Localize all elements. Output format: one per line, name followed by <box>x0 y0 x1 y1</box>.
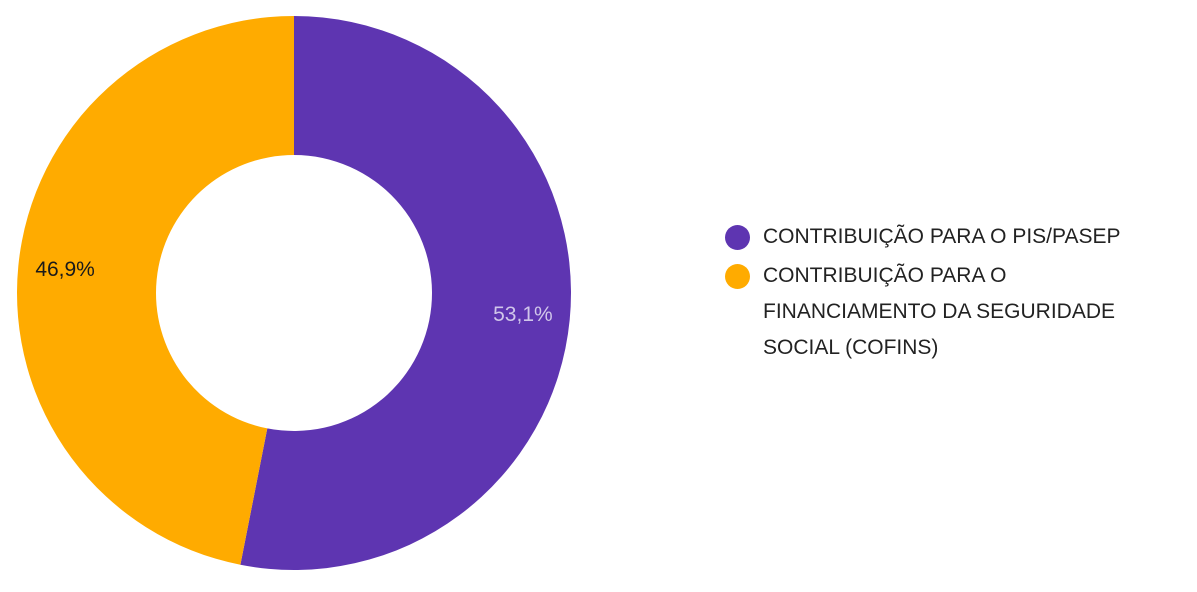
donut-slices <box>17 16 572 570</box>
slice-value-label-1: 46,9% <box>35 258 95 281</box>
legend-swatch-pis-pasep <box>725 225 750 250</box>
legend-item-pis-pasep[interactable]: CONTRIBUIÇÃO PARA O PIS/PASEP <box>725 224 1185 255</box>
slice-labels: 53,1% 46,9% <box>35 258 552 326</box>
legend-label-pis-pasep: CONTRIBUIÇÃO PARA O PIS/PASEP <box>763 225 1121 248</box>
legend-label-cofins: CONTRIBUIÇÃO PARA O FINANCIAMENTO DA SEG… <box>763 264 1115 359</box>
donut-slice-1[interactable] <box>17 16 295 565</box>
slice-value-label-0: 53,1% <box>493 303 553 326</box>
legend: CONTRIBUIÇÃO PARA O PIS/PASEP CONTRIBUIÇ… <box>725 224 1185 374</box>
legend-swatch-cofins <box>725 264 750 289</box>
legend-item-cofins[interactable]: CONTRIBUIÇÃO PARA O FINANCIAMENTO DA SEG… <box>725 263 1185 366</box>
donut-slice-0[interactable] <box>240 16 572 570</box>
